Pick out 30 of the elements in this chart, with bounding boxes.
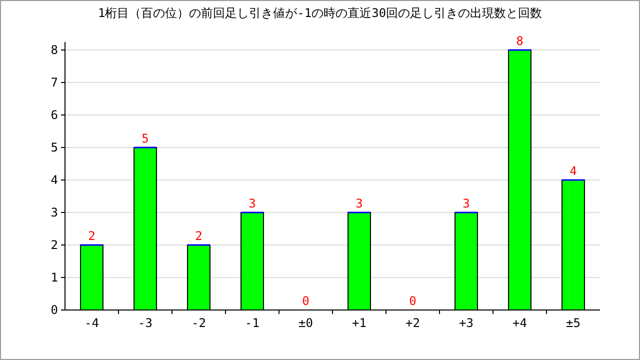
y-tick-label: 5 — [50, 140, 58, 154]
y-tick-label: 1 — [50, 270, 58, 284]
x-tick-label: +1 — [352, 316, 366, 330]
data-label: 3 — [248, 196, 256, 210]
data-label: 4 — [570, 164, 577, 178]
data-label: 5 — [142, 132, 149, 146]
data-label: 3 — [356, 196, 363, 210]
chart-title: 1桁目（百の位）の前回足し引き値が-1の時の直近30回の足し引きの出現数と回数 — [98, 6, 542, 20]
data-label: 2 — [195, 229, 202, 243]
data-label: 3 — [462, 196, 470, 210]
data-label: 0 — [409, 294, 416, 308]
x-tick-label: -3 — [138, 316, 152, 330]
x-tick-label: -4 — [84, 316, 99, 330]
data-label: 8 — [516, 34, 524, 48]
y-tick-label: 0 — [50, 303, 58, 317]
y-tick-label: 7 — [50, 76, 58, 90]
y-tick-label: 2 — [50, 238, 58, 252]
data-label: 2 — [88, 229, 96, 243]
y-tick-label: 8 — [50, 43, 58, 57]
data-label: 0 — [302, 294, 310, 308]
x-tick-label: -2 — [192, 316, 206, 330]
y-tick-label: 6 — [50, 108, 58, 122]
x-tick-label: +2 — [406, 316, 420, 330]
x-tick-label: ±0 — [298, 316, 313, 330]
x-tick-label: -1 — [245, 316, 260, 330]
x-tick-label: +4 — [512, 316, 527, 330]
y-tick-label: 4 — [50, 173, 58, 187]
x-tick-label: ±5 — [566, 316, 580, 330]
y-tick-label: 3 — [50, 206, 58, 220]
x-tick-label: +3 — [459, 316, 474, 330]
